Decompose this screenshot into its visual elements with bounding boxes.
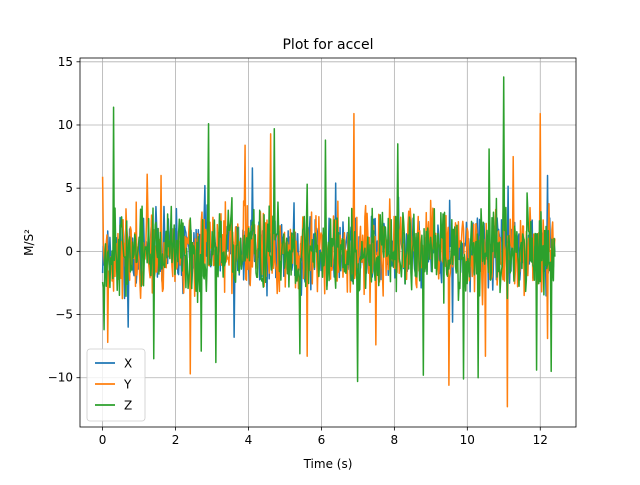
x-axis-label: Time (s) — [303, 457, 353, 471]
legend-label-x: X — [124, 357, 132, 371]
series-layer — [101, 76, 556, 408]
chart-title: Plot for accel — [282, 37, 373, 53]
y-tick-label: 10 — [58, 118, 73, 132]
x-tick-label: 0 — [99, 433, 107, 447]
series-line-z — [101, 76, 556, 383]
plot-frame — [79, 57, 577, 428]
ticks: 0 2 4 6 8 10 12 −10 −5 0 5 10 15 — [48, 55, 548, 447]
x-tick-label: 10 — [460, 433, 475, 447]
x-tick-label: 6 — [318, 433, 326, 447]
legend: XYZ — [86, 348, 146, 422]
legend-label-z: Z — [124, 399, 132, 413]
x-tick-label: 2 — [172, 433, 180, 447]
y-tick-label: 5 — [65, 181, 73, 195]
x-tick-label: 4 — [245, 433, 253, 447]
legend-label-y: Y — [123, 378, 132, 392]
y-tick-label: −10 — [48, 371, 73, 385]
y-tick-label: 15 — [58, 55, 73, 69]
x-tick-label: 8 — [391, 433, 399, 447]
legend-box — [86, 348, 146, 422]
y-tick-label: 0 — [65, 244, 73, 258]
y-tick-label: −5 — [55, 308, 73, 322]
series-line-x — [101, 167, 556, 339]
y-axis-label: M/S² — [22, 229, 36, 256]
x-tick-label: 12 — [533, 433, 548, 447]
